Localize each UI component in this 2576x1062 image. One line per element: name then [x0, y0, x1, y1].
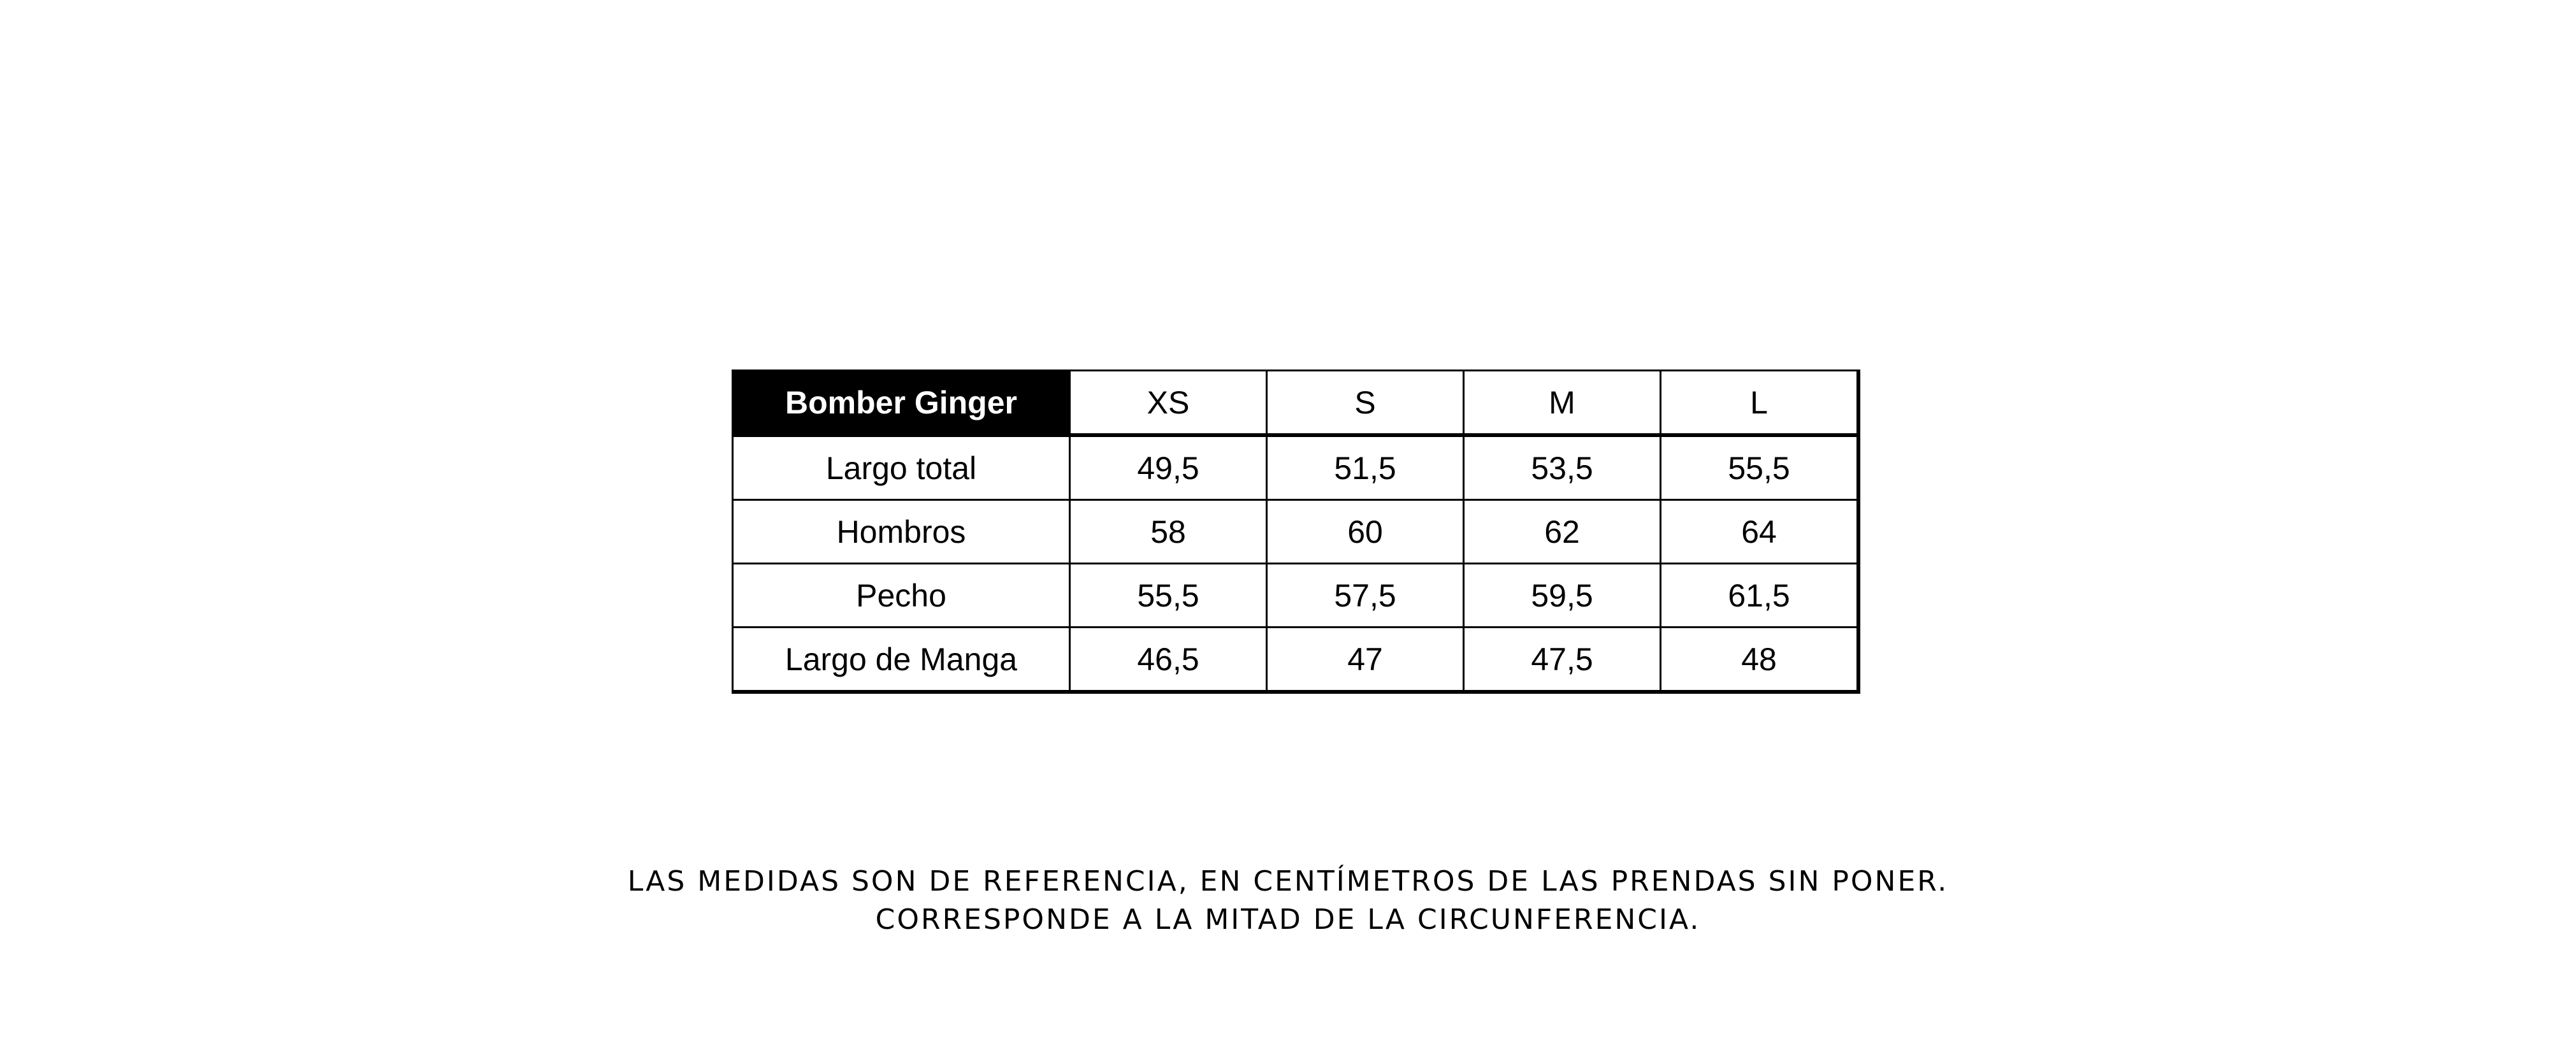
cell: 51,5: [1266, 434, 1465, 501]
size-chart-table: Bomber Ginger XS S M L Largo total 49,5 …: [732, 370, 1860, 694]
table-header-row: Bomber Ginger XS S M L: [732, 370, 1860, 437]
cell: 62: [1463, 499, 1661, 564]
cell: 55,5: [1069, 563, 1268, 628]
size-header: M: [1463, 370, 1661, 437]
size-header: S: [1266, 370, 1465, 437]
row-label: Pecho: [732, 563, 1071, 628]
cell: 64: [1660, 499, 1860, 564]
note-line-1: LAS MEDIDAS SON DE REFERENCIA, EN CENTÍM…: [627, 865, 1949, 898]
cell: 61,5: [1660, 563, 1860, 628]
cell: 59,5: [1463, 563, 1661, 628]
cell: 57,5: [1266, 563, 1465, 628]
cell: 46,5: [1069, 626, 1268, 693]
table-row: Hombros 58 60 62 64: [732, 499, 1860, 564]
cell: 53,5: [1463, 434, 1661, 501]
row-label: Largo total: [732, 434, 1071, 501]
cell: 55,5: [1660, 434, 1860, 501]
table-row: Pecho 55,5 57,5 59,5 61,5: [732, 563, 1860, 628]
row-label: Hombros: [732, 499, 1071, 564]
table-row: Largo total 49,5 51,5 53,5 55,5: [732, 434, 1860, 501]
cell: 58: [1069, 499, 1268, 564]
size-header: L: [1660, 370, 1860, 437]
cell: 47,5: [1463, 626, 1661, 693]
table-title: Bomber Ginger: [732, 370, 1071, 437]
cell: 48: [1660, 626, 1860, 693]
note-line-2: CORRESPONDE A LA MITAD DE LA CIRCUNFEREN…: [875, 903, 1701, 936]
size-header: XS: [1069, 370, 1268, 437]
cell: 49,5: [1069, 434, 1268, 501]
cell: 60: [1266, 499, 1465, 564]
row-label: Largo de Manga: [732, 626, 1071, 693]
table-row: Largo de Manga 46,5 47 47,5 48: [732, 626, 1860, 693]
cell: 47: [1266, 626, 1465, 693]
